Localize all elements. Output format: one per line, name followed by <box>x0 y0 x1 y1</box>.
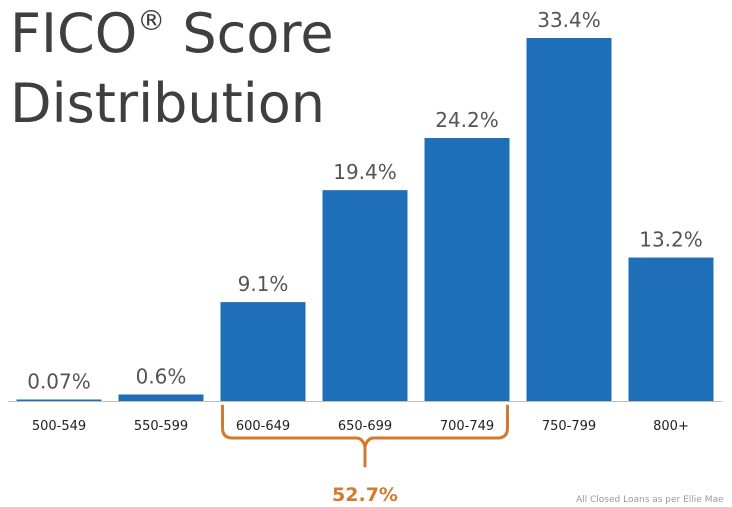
bar-750-799 <box>526 38 612 401</box>
tick-label-550-599: 550-599 <box>134 419 188 434</box>
tick-label-800+: 800+ <box>653 419 689 434</box>
value-label-550-599: 0.6% <box>136 364 187 388</box>
tick-label-750-799: 750-799 <box>542 419 596 434</box>
bar-600-649 <box>220 302 306 401</box>
bracket-600-749 <box>221 404 509 468</box>
title-registered-mark: ® <box>137 4 166 37</box>
bar-650-699 <box>322 190 408 401</box>
bar-800+ <box>628 257 714 401</box>
tick-label-700-749: 700-749 <box>440 419 494 434</box>
value-label-800+: 13.2% <box>639 228 703 252</box>
title-fico: FICO <box>10 2 138 65</box>
source-note: All Closed Loans as per Ellie Mae <box>576 495 724 505</box>
tick-label-600-649: 600-649 <box>236 419 290 434</box>
title-distribution: Distribution <box>10 72 326 135</box>
tick-label-650-699: 650-699 <box>338 419 392 434</box>
value-label-700-749: 24.2% <box>435 108 499 132</box>
bar-700-749 <box>424 137 510 401</box>
value-label-500-549: 0.07% <box>27 370 91 394</box>
chart-title: FICO® Score Distribution <box>10 2 334 136</box>
value-label-750-799: 33.4% <box>537 8 601 32</box>
value-label-650-699: 19.4% <box>333 160 397 184</box>
bar-550-599 <box>118 394 204 401</box>
value-label-600-649: 9.1% <box>238 272 289 296</box>
bar-500-549 <box>16 399 102 401</box>
title-score: Score <box>165 2 334 65</box>
bracket-label: 52.7% <box>332 484 398 506</box>
tick-label-500-549: 500-549 <box>32 419 86 434</box>
